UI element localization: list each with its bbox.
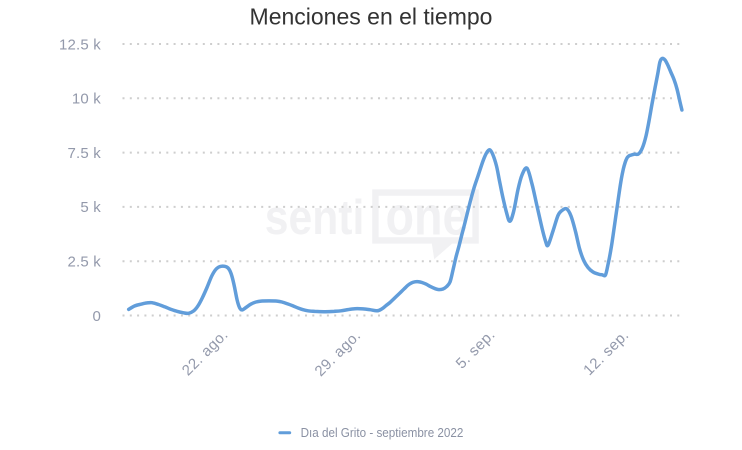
svg-text:senti: senti <box>265 191 365 245</box>
svg-text:Menciones en el tiempo: Menciones en el tiempo <box>250 4 493 30</box>
svg-text:10 k: 10 k <box>72 91 101 108</box>
svg-text:0: 0 <box>92 308 101 325</box>
svg-text:5 k: 5 k <box>80 199 101 216</box>
svg-text:2.5 k: 2.5 k <box>67 254 101 271</box>
svg-text:one: one <box>386 185 469 247</box>
svg-text:12.5 k: 12.5 k <box>59 36 101 53</box>
svg-text:7.5 k: 7.5 k <box>67 145 101 162</box>
svg-text:Dıa del Grito - septiembre 202: Dıa del Grito - septiembre 2022 <box>301 425 464 440</box>
